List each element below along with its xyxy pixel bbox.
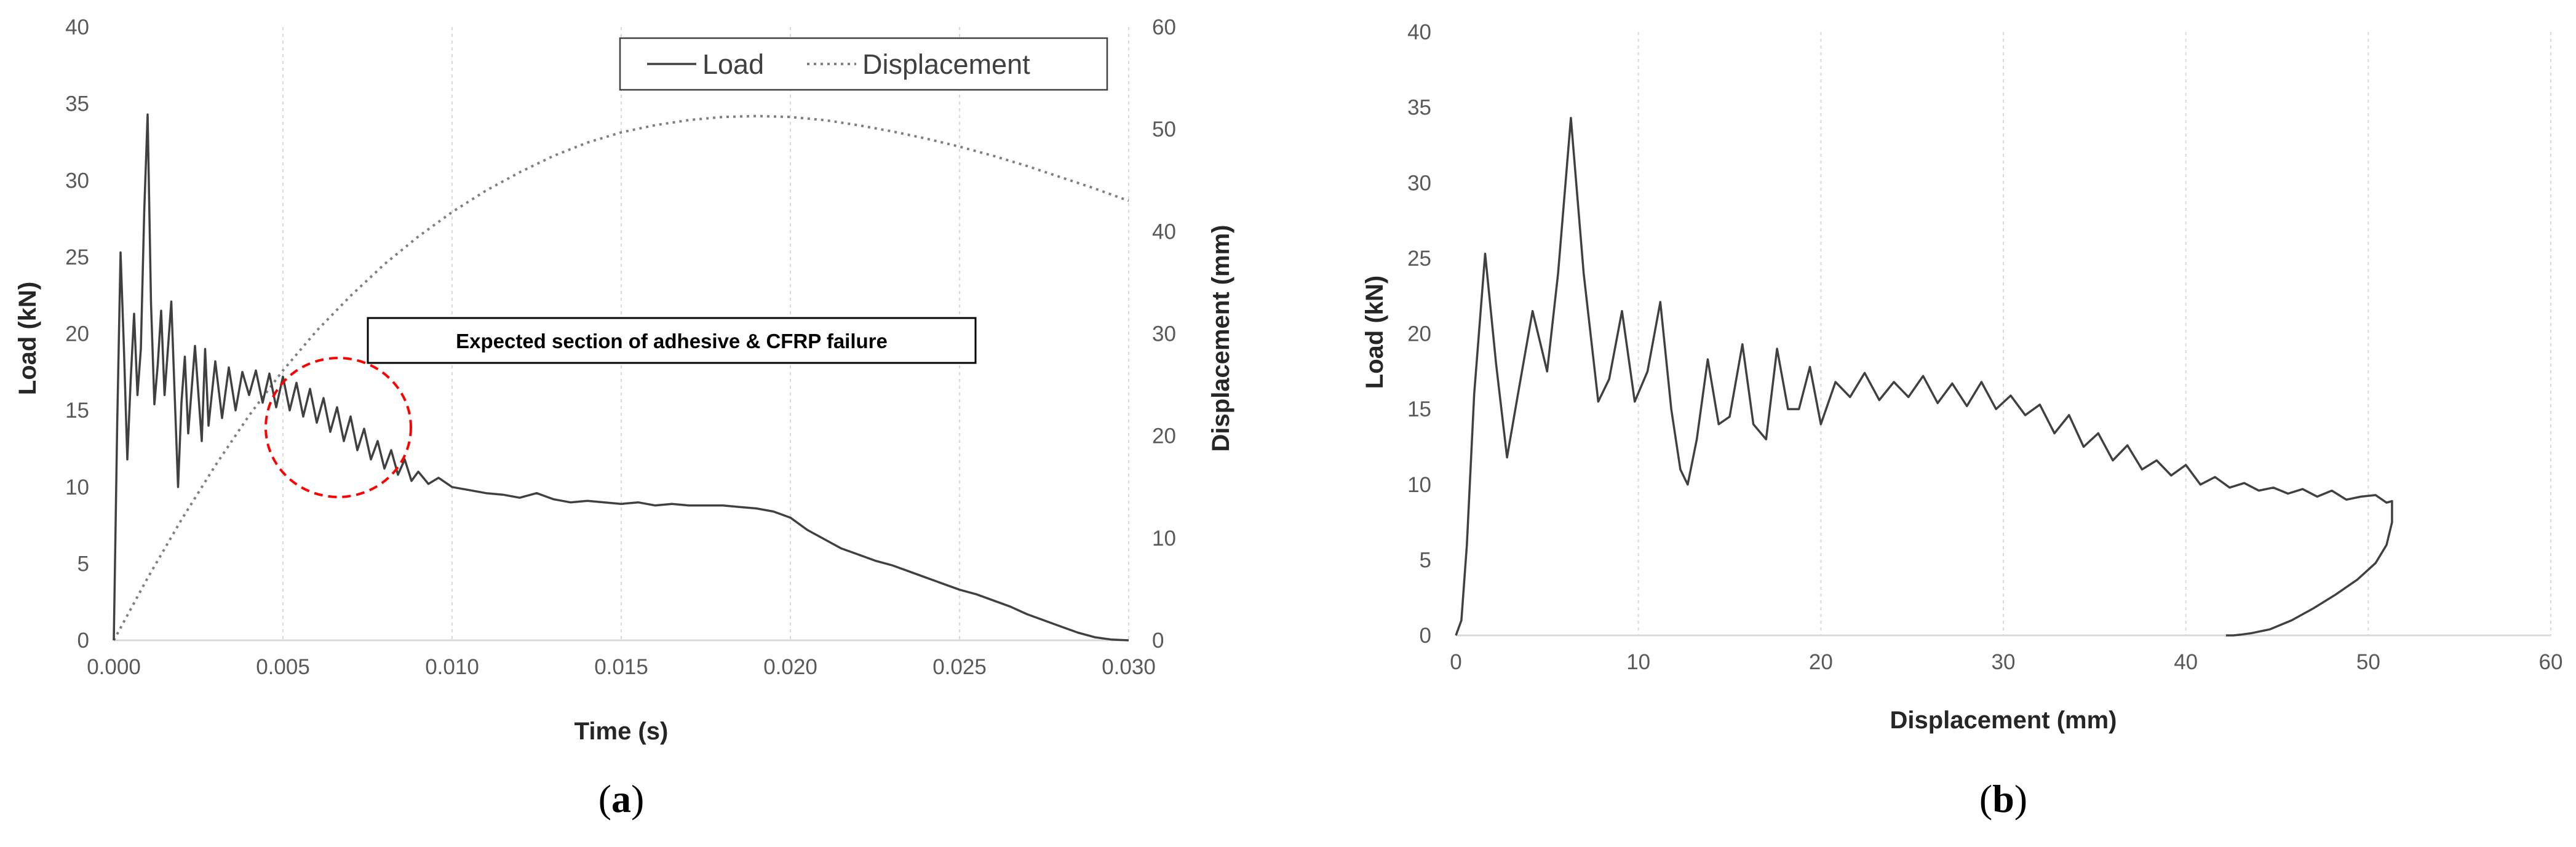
chart-b-y-tick-label: 30: [1407, 171, 1431, 195]
chart-a-y-tick-label: 10: [65, 475, 89, 499]
legend-displacement-label: Displacement: [862, 49, 1030, 80]
chart-b-y-tick-label: 20: [1407, 322, 1431, 346]
chart-a-y-tick-label: 25: [65, 245, 89, 269]
chart-a-y-tick-label: 0: [78, 629, 89, 653]
chart-b-x-tick-label: 40: [2174, 650, 2198, 674]
chart-a-y-tick-label: 30: [65, 169, 89, 193]
chart-a-y-tick-label: 40: [65, 15, 89, 39]
chart-a-y2-tick-label: 0: [1152, 629, 1164, 653]
chart-a-displacement-line: [113, 114, 1129, 641]
chart-b-y-tick-label: 15: [1407, 397, 1431, 421]
panel-label-b: (b): [1979, 777, 2027, 821]
chart-b-y-tick-label: 35: [1407, 96, 1431, 120]
chart-b-load-displacement-line: [1455, 117, 2393, 637]
chart-a-y2-tick-label: 20: [1152, 424, 1176, 448]
failure-highlight-circle: [264, 357, 412, 498]
chart-a-y2-tick-label: 40: [1152, 220, 1176, 244]
chart-b-x-ticks: 0 10 20 30 40 50 60: [1450, 650, 2562, 674]
chart-a-x-tick-label: 0.025: [932, 655, 987, 679]
chart-b-x-tick-label: 60: [2539, 650, 2563, 674]
chart-a-y2-tick-label: 60: [1152, 15, 1176, 39]
chart-a-y-tick-label: 15: [65, 399, 89, 423]
chart-a-y-tick-label: 5: [78, 552, 89, 576]
chart-a-x-tick-label: 0.005: [256, 655, 310, 679]
chart-a-y-ticks: 0 5 10 15 20 25 30 35 40: [65, 15, 89, 653]
chart-a-y2-tick-label: 30: [1152, 322, 1176, 346]
chart-a-x-tick-label: 0.015: [594, 655, 648, 679]
chart-b-gridlines: [1637, 32, 2551, 635]
annotation-text: Expected section of adhesive & CFRP fail…: [456, 330, 888, 352]
chart-a-x-tick-label: 0.020: [763, 655, 817, 679]
chart-a-y-tick-label: 35: [65, 92, 89, 116]
chart-b-x-tick-label: 50: [2356, 650, 2380, 674]
chart-a-load-line: [113, 113, 1129, 642]
chart-b-y-tick-label: 5: [1420, 548, 1431, 572]
chart-b-y-tick-label: 40: [1407, 20, 1431, 44]
chart-b-x-axis-title: Displacement (mm): [1890, 707, 2117, 734]
chart-b-x-tick-label: 30: [1992, 650, 2016, 674]
legend-load-label: Load: [702, 49, 764, 80]
annotation-box: Expected section of adhesive & CFRP fail…: [367, 317, 977, 364]
chart-a-x-tick-label: 0.030: [1102, 655, 1156, 679]
chart-a-y2-tick-label: 10: [1152, 527, 1176, 551]
legend: Load Displacement: [619, 37, 1108, 91]
chart-a-y2-tick-label: 50: [1152, 117, 1176, 141]
annotation-box-frame: [367, 317, 977, 364]
chart-b: 0 5 10 15 20 25 30 35 40 0 10 20 30 40 50 60 Displacem…: [1361, 20, 2562, 821]
panel-label-b-letter: b: [1992, 777, 2014, 821]
chart-b-y-ticks: 0 5 10 15 20 25 30 35 40: [1407, 20, 1431, 648]
panel-label-a-letter: a: [611, 777, 631, 821]
chart-b-y-axis-title: Load (kN): [1361, 276, 1388, 389]
chart-a-y-axis-title: Load (kN): [14, 282, 41, 395]
chart-b-x-tick-label: 0: [1450, 650, 1461, 674]
chart-a-x-tick-label: 0.000: [87, 655, 141, 679]
chart-a-y2-axis-title: Displacement (mm): [1207, 225, 1234, 452]
chart-b-y-tick-label: 25: [1407, 247, 1431, 271]
panel-label-a: (a): [598, 777, 645, 821]
chart-a-x-axis-title: Time (s): [574, 718, 669, 745]
chart-b-y-tick-label: 10: [1407, 473, 1431, 497]
chart-b-y-tick-label: 0: [1420, 624, 1431, 648]
legend-frame: [619, 37, 1108, 91]
chart-a-y-tick-label: 20: [65, 322, 89, 346]
chart-a-x-tick-label: 0.010: [425, 655, 479, 679]
chart-a-y2-ticks: 0 10 20 30 40 50 60: [1152, 15, 1176, 653]
chart-b-x-tick-label: 10: [1626, 650, 1650, 674]
chart-b-x-tick-label: 20: [1809, 650, 1833, 674]
chart-a-x-ticks: 0.000 0.005 0.010 0.015 0.020 0.025 0.030: [87, 655, 1156, 679]
